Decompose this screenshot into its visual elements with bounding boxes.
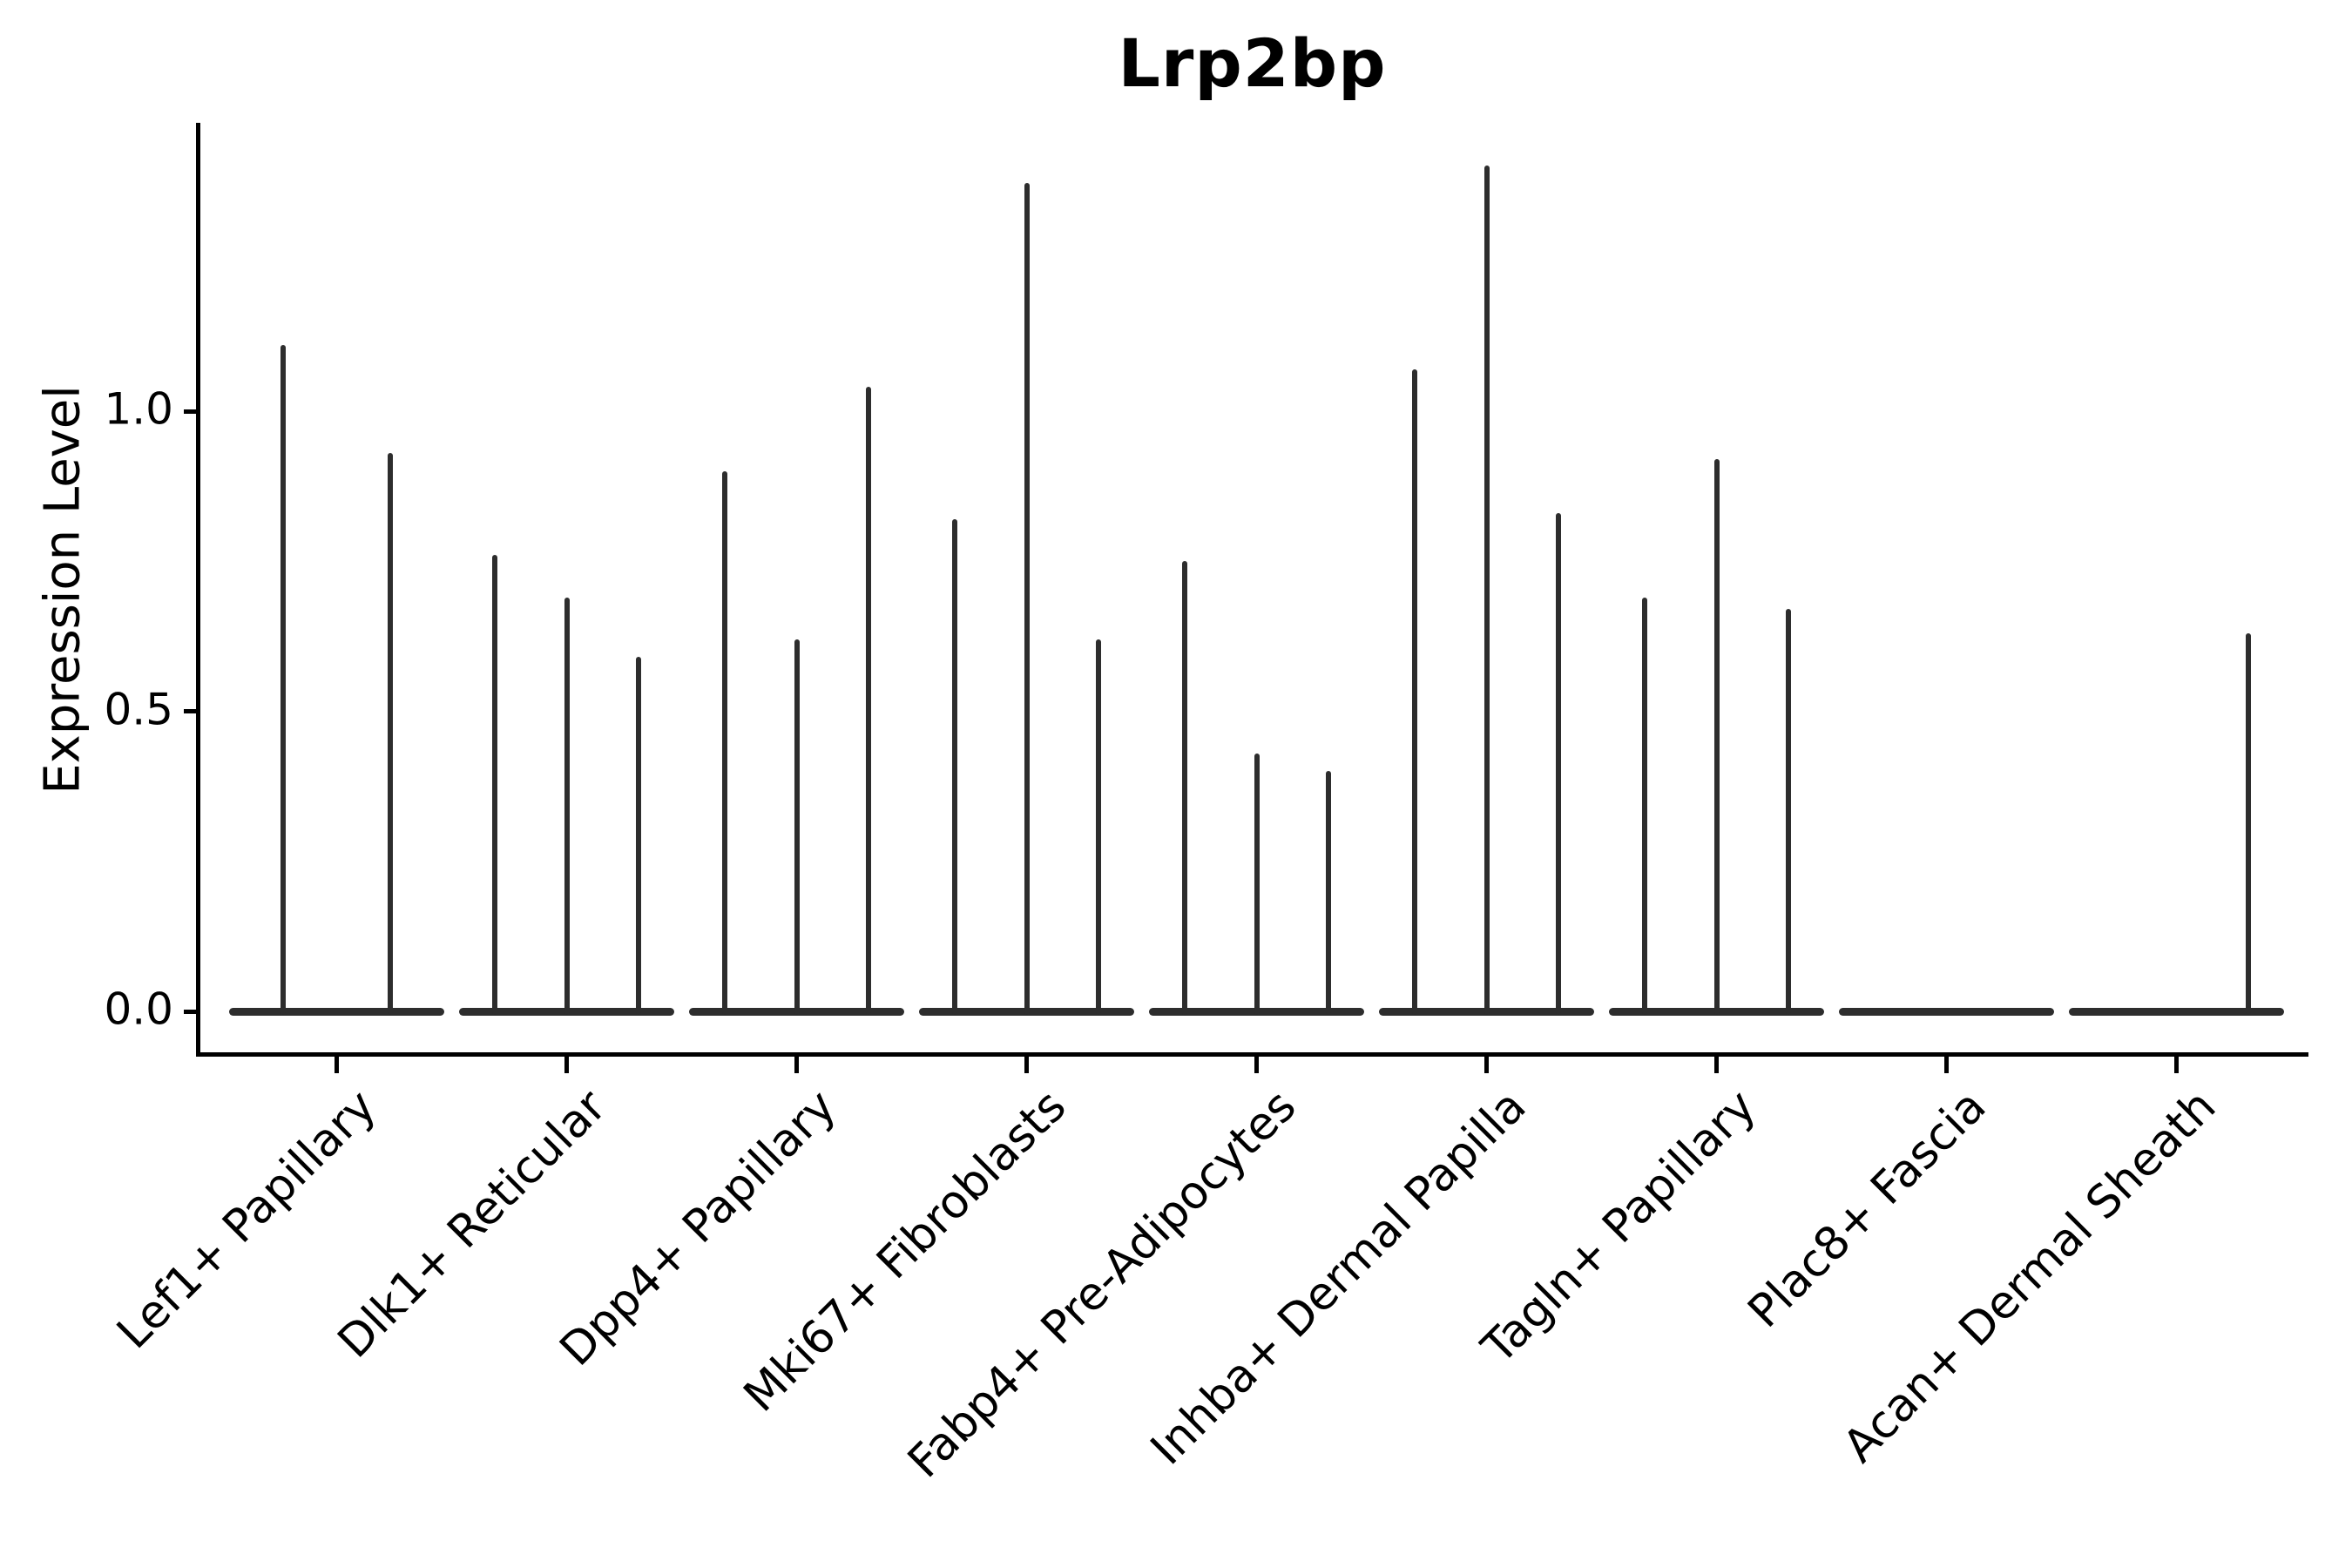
x-axis-spine: [196, 1052, 2308, 1057]
violin-spike: [1713, 459, 1720, 1016]
y-tick-label-0.5: 0.5: [104, 684, 173, 735]
x-tick-mark: [1944, 1057, 1949, 1073]
violin-spike: [1095, 639, 1101, 1016]
violin-base: [1839, 1007, 2054, 1016]
chart-title: Lrp2bp: [1118, 24, 1387, 102]
x-tick-mark: [2174, 1057, 2179, 1073]
x-tick-mark: [794, 1057, 799, 1073]
violin-spike: [635, 657, 641, 1016]
y-axis-spine: [196, 123, 200, 1057]
violin-spike: [1325, 771, 1331, 1016]
violin-spike: [492, 555, 498, 1016]
violin-spike: [1254, 753, 1260, 1016]
violin-base: [229, 1007, 444, 1016]
x-tick-mark: [335, 1057, 339, 1073]
y-tick-mark-1.0: [184, 409, 196, 414]
x-tick-mark: [1484, 1057, 1489, 1073]
violin-base: [2069, 1007, 2284, 1016]
violin-spike: [1555, 513, 1561, 1016]
violin-spike: [1182, 561, 1188, 1016]
y-tick-label-1.0: 1.0: [104, 383, 173, 435]
y-tick-mark-0.0: [184, 1009, 196, 1014]
x-tick-mark: [1714, 1057, 1719, 1073]
y-tick-mark-0.5: [184, 709, 196, 713]
violin-spike: [722, 470, 728, 1016]
violin-spike: [1642, 597, 1648, 1016]
violin-spike: [280, 345, 286, 1016]
violin-spike: [1484, 165, 1490, 1016]
y-tick-label-0.0: 0.0: [104, 983, 173, 1035]
violin-spike: [564, 597, 570, 1016]
x-tick-mark: [1024, 1057, 1029, 1073]
violin-spike: [952, 519, 958, 1016]
violin-spike: [1024, 183, 1030, 1016]
x-tick-mark: [1254, 1057, 1259, 1073]
violin-spike: [1785, 609, 1791, 1016]
violin-spike: [865, 387, 871, 1016]
violin-spike: [388, 453, 394, 1016]
violin-spike: [1412, 368, 1418, 1016]
violin-spike: [794, 639, 800, 1016]
violin-spike: [2245, 632, 2251, 1016]
x-tick-mark: [564, 1057, 569, 1073]
